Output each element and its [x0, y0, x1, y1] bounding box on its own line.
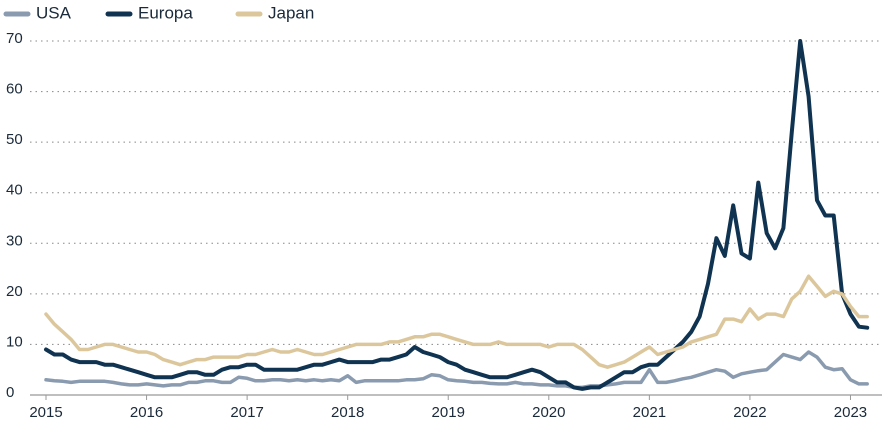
legend-label: USA [36, 3, 72, 22]
x-tick-label: 2023 [834, 404, 867, 421]
legend-label: Japan [268, 3, 314, 22]
series-line [44, 350, 869, 390]
x-tick-label: 2018 [331, 404, 364, 421]
x-tick-label: 2020 [532, 404, 565, 421]
legend-label: Europa [138, 3, 193, 22]
y-tick-label: 60 [6, 81, 23, 98]
y-tick-label: 0 [6, 384, 14, 401]
y-tick-label: 20 [6, 283, 23, 300]
y-tick-label: 30 [6, 232, 23, 249]
x-tick-label: 2021 [633, 404, 666, 421]
y-tick-label: 70 [6, 30, 23, 47]
series-line [44, 274, 869, 369]
y-tick-label: 40 [6, 182, 23, 199]
x-tick-label: 2015 [29, 404, 62, 421]
x-tick-label: 2017 [230, 404, 263, 421]
x-tick-label: 2016 [130, 404, 163, 421]
x-tick-label: 2022 [733, 404, 766, 421]
series-line [44, 39, 870, 391]
y-tick-label: 10 [6, 333, 23, 350]
y-tick-label: 50 [6, 131, 23, 148]
x-tick-label: 2019 [432, 404, 465, 421]
